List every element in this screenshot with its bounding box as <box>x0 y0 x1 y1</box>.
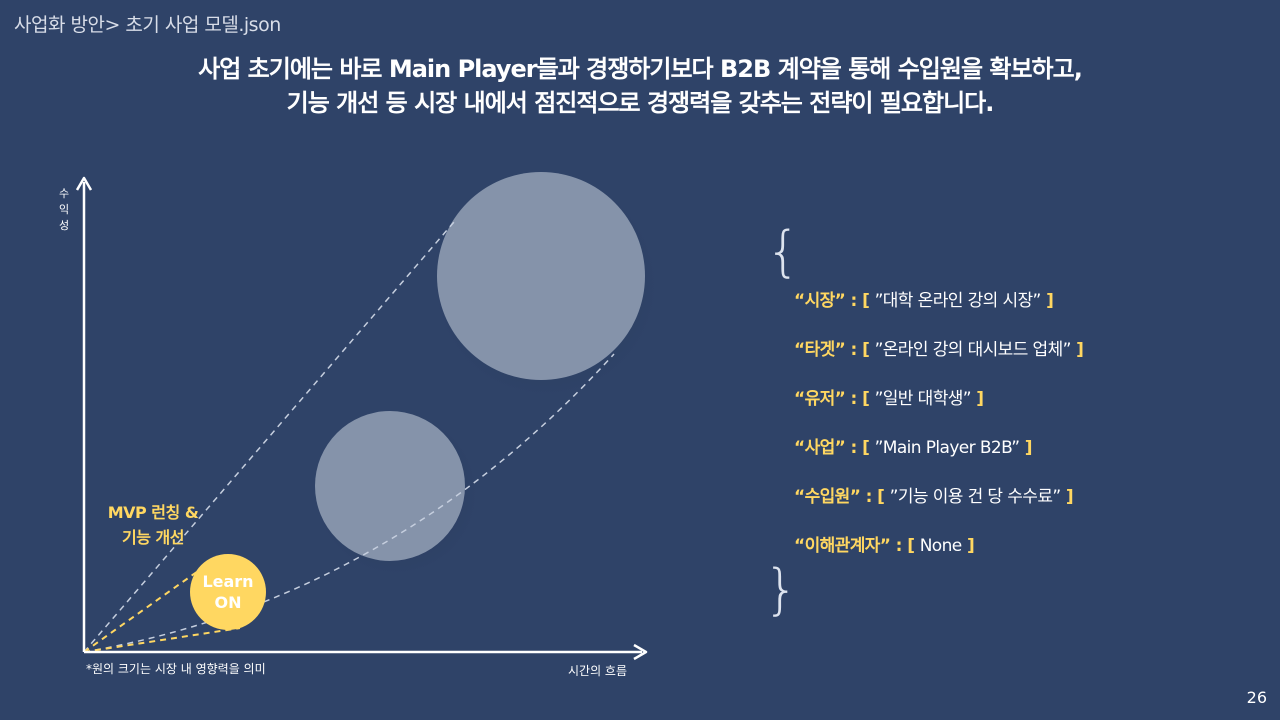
model-item-stakeholder: “이해관계자” : [ None ] <box>794 533 1083 582</box>
x-axis-label: 시간의 흐름 <box>568 664 628 678</box>
page-number: 26 <box>1246 688 1267 707</box>
item-end: ] <box>1040 291 1054 311</box>
item-end: ] <box>970 389 984 409</box>
item-key: “시장” <box>794 291 846 311</box>
model-item-user: “유저” : [ ”일반 대학생” ] <box>794 386 1083 435</box>
y-axis-label: 수익성 <box>58 187 70 232</box>
item-value: ”기능 이용 건 당 수수료” <box>889 487 1062 507</box>
item-key: “이해관계자” <box>794 536 891 556</box>
model-item-target: “타겟” : [ ”온라인 강의 대시보드 업체” ] <box>794 337 1084 386</box>
learnon-label-line-2: ON <box>214 593 242 612</box>
business-model-list: “시장” : [ ”대학 온라인 강의 시장” ] “타겟” : [ ”온라인 … <box>794 288 1084 582</box>
mvp-launch-label: MVP 런칭 & 기능 개선 <box>90 500 216 550</box>
item-key: “타겟” <box>794 340 846 360</box>
model-item-market: “시장” : [ ”대학 온라인 강의 시장” ] <box>794 288 1083 337</box>
model-item-revenue: “수입원” : [ ”기능 이용 건 당 수수료” ] <box>794 484 1083 533</box>
medium-market-circle <box>315 411 465 561</box>
item-value: None <box>919 536 963 556</box>
item-end: ] <box>1019 438 1033 458</box>
item-separator: : [ <box>890 536 920 556</box>
mvp-lower-line <box>83 627 241 653</box>
mvp-label-line-1: MVP 런칭 & <box>107 503 199 522</box>
learnon-circle: Learn ON <box>190 554 266 630</box>
mvp-upper-line <box>83 563 209 653</box>
mvp-label-line-2: 기능 개선 <box>122 528 184 547</box>
large-market-circle <box>437 172 645 380</box>
item-separator: : [ <box>845 340 875 360</box>
headline-line-2: 기능 개선 등 시장 내에서 점진적으로 경쟁력을 갖추는 전략이 필요합니다. <box>286 89 995 117</box>
breadcrumb: 사업화 방안> 초기 사업 모델.json <box>14 14 281 36</box>
item-value: ”온라인 강의 대시보드 업체” <box>874 340 1072 360</box>
model-item-business: “사업” : [ ”Main Player B2B” ] <box>794 435 1083 484</box>
item-separator: : [ <box>845 291 875 311</box>
item-end: ] <box>961 536 975 556</box>
item-key: “유저” <box>794 389 846 409</box>
footnote: *원의 크기는 시장 내 영향력을 의미 <box>86 662 266 676</box>
item-separator: : [ <box>845 438 875 458</box>
y-axis-arrow-icon <box>75 176 93 191</box>
item-value: ”Main Player B2B” <box>874 438 1021 458</box>
item-separator: : [ <box>845 389 875 409</box>
headline-line-1: 사업 초기에는 바로 Main Player들과 경쟁하기보다 B2B 계약을 … <box>198 55 1083 83</box>
item-key: “사업” <box>794 438 846 458</box>
item-end: ] <box>1070 340 1084 360</box>
item-key: “수입원” <box>794 487 861 507</box>
item-value: ”대학 온라인 강의 시장” <box>874 291 1042 311</box>
learnon-label-line-1: Learn <box>202 572 254 591</box>
item-end: ] <box>1060 487 1074 507</box>
json-open-brace: { <box>766 220 801 283</box>
item-value: ”일반 대학생” <box>874 389 972 409</box>
json-close-brace: } <box>764 558 799 621</box>
item-separator: : [ <box>860 487 890 507</box>
page-headline: 사업 초기에는 바로 Main Player들과 경쟁하기보다 B2B 계약을 … <box>0 52 1280 120</box>
x-axis-arrow-icon <box>633 643 648 661</box>
